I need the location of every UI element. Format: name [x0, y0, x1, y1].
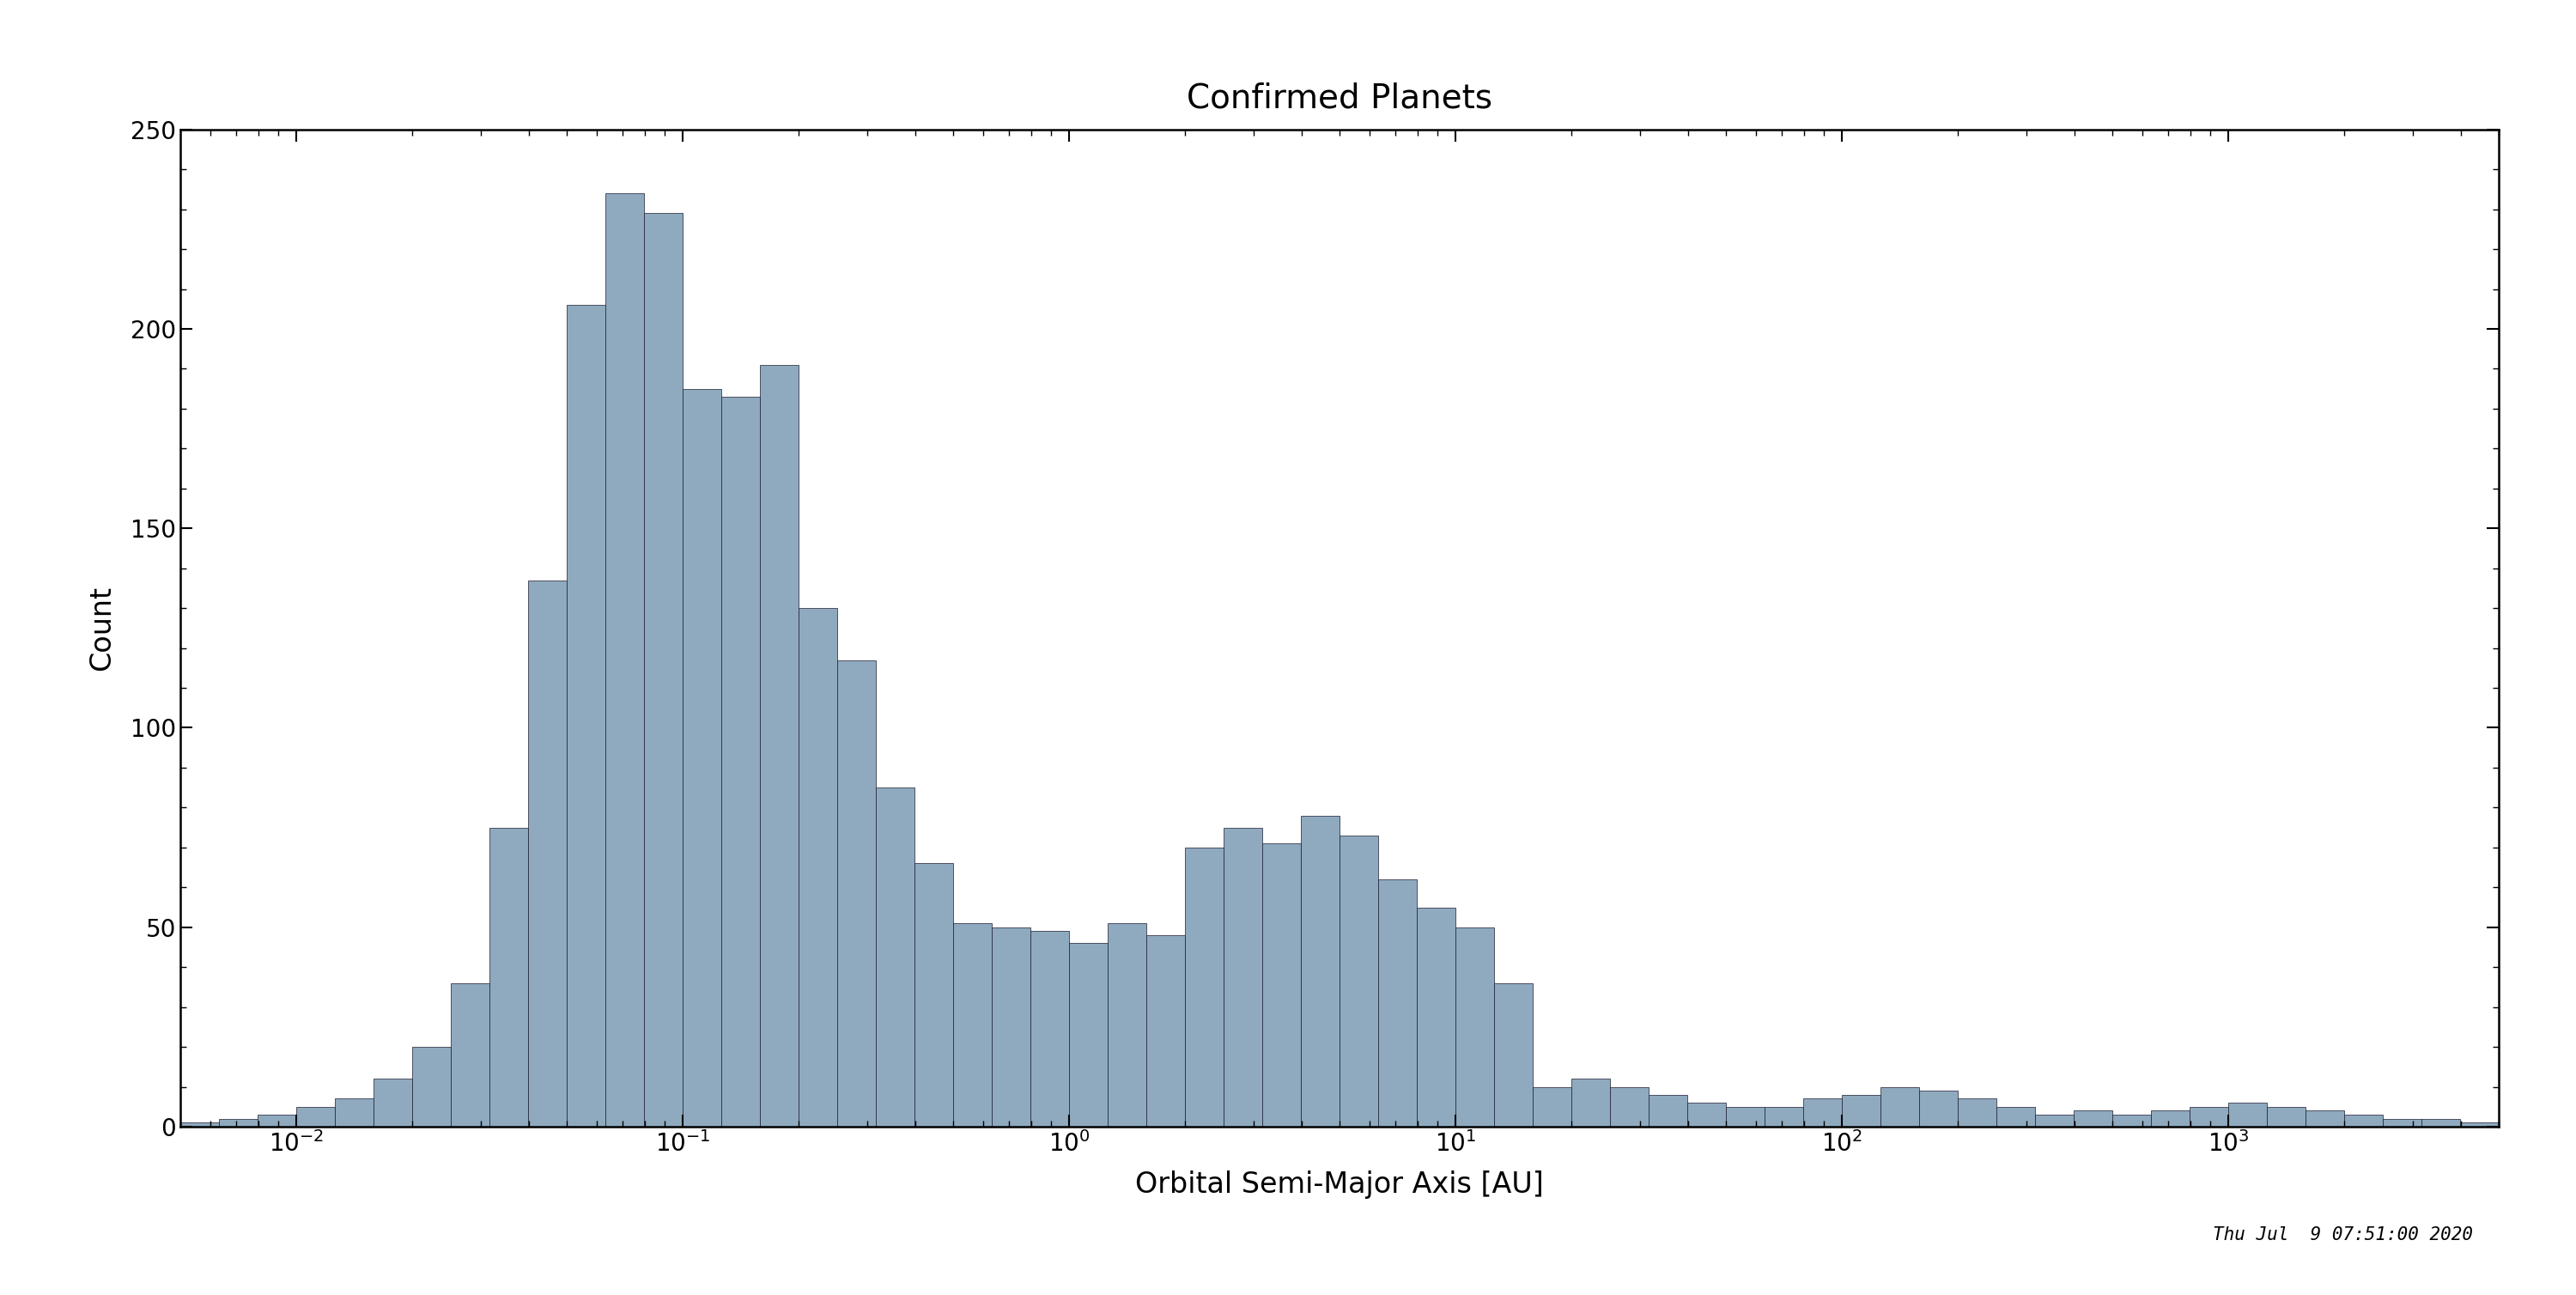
Bar	[1494, 983, 1533, 1127]
Bar	[1649, 1094, 1687, 1127]
Bar	[1533, 1087, 1571, 1127]
Bar	[760, 365, 799, 1127]
Bar	[683, 388, 721, 1127]
Bar	[837, 660, 876, 1127]
Bar	[1571, 1079, 1610, 1127]
Bar	[1340, 835, 1378, 1127]
Bar	[644, 214, 683, 1127]
Bar	[180, 1123, 219, 1127]
Bar	[412, 1046, 451, 1127]
Bar	[2228, 1103, 2267, 1127]
Bar	[2035, 1115, 2074, 1127]
Bar	[1146, 935, 1185, 1127]
Bar	[2112, 1115, 2151, 1127]
Bar	[258, 1115, 296, 1127]
Bar	[2074, 1111, 2112, 1127]
X-axis label: Orbital Semi-Major Axis [AU]: Orbital Semi-Major Axis [AU]	[1136, 1171, 1543, 1199]
Bar	[1765, 1107, 1803, 1127]
Bar	[1687, 1103, 1726, 1127]
Bar	[605, 193, 644, 1127]
Bar	[489, 828, 528, 1127]
Bar	[721, 396, 760, 1127]
Bar	[1378, 879, 1417, 1127]
Bar	[876, 787, 914, 1127]
Bar	[1417, 908, 1455, 1127]
Bar	[1996, 1107, 2035, 1127]
Bar	[2306, 1111, 2344, 1127]
Bar	[567, 306, 605, 1127]
Bar	[2460, 1123, 2499, 1127]
Bar	[2421, 1119, 2460, 1127]
Bar	[953, 923, 992, 1127]
Bar	[1030, 931, 1069, 1127]
Bar	[374, 1079, 412, 1127]
Bar	[2190, 1107, 2228, 1127]
Bar	[1842, 1094, 1880, 1127]
Bar	[799, 609, 837, 1127]
Bar	[451, 983, 489, 1127]
Bar	[2383, 1119, 2421, 1127]
Bar	[2267, 1107, 2306, 1127]
Bar	[296, 1107, 335, 1127]
Bar	[335, 1098, 374, 1127]
Bar	[2344, 1115, 2383, 1127]
Bar	[1610, 1087, 1649, 1127]
Bar	[914, 864, 953, 1127]
Bar	[1958, 1098, 1996, 1127]
Bar	[528, 580, 567, 1127]
Text: Thu Jul  9 07:51:00 2020: Thu Jul 9 07:51:00 2020	[2213, 1226, 2473, 1243]
Bar	[1185, 847, 1224, 1127]
Bar	[1301, 816, 1340, 1127]
Bar	[1455, 927, 1494, 1127]
Y-axis label: Count: Count	[88, 585, 116, 671]
Bar	[1803, 1098, 1842, 1127]
Bar	[1108, 923, 1146, 1127]
Title: Confirmed Planets: Confirmed Planets	[1188, 83, 1492, 115]
Bar	[1224, 828, 1262, 1127]
Bar	[1880, 1087, 1919, 1127]
Bar	[992, 927, 1030, 1127]
Bar	[1069, 943, 1108, 1127]
Bar	[1262, 843, 1301, 1127]
Bar	[2151, 1111, 2190, 1127]
Bar	[219, 1119, 258, 1127]
Bar	[1919, 1090, 1958, 1127]
Bar	[1726, 1107, 1765, 1127]
